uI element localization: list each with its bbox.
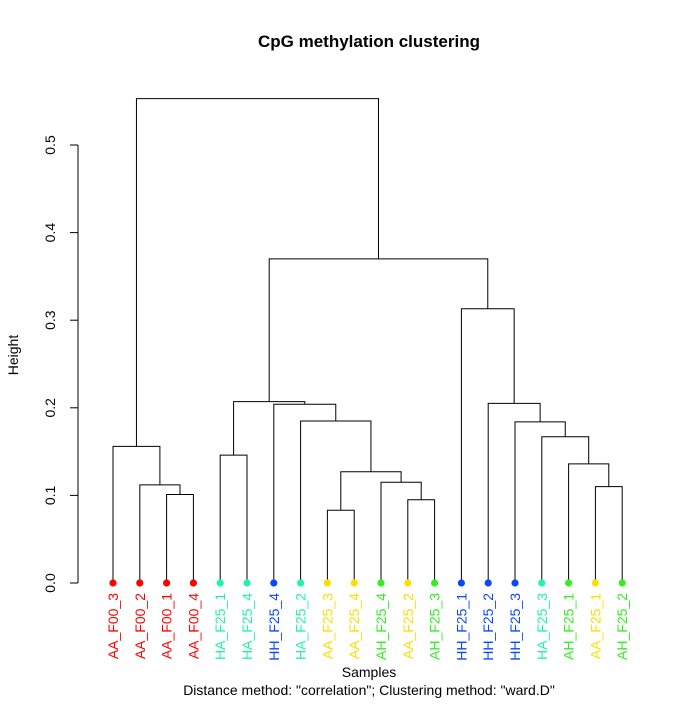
leaf-label: HA_F25_4: [239, 593, 255, 660]
leaf-point: [618, 579, 626, 587]
merge-link: [340, 471, 402, 511]
leaf-point: [323, 579, 331, 587]
leaf-point: [431, 579, 439, 587]
leaf-point: [136, 579, 144, 587]
merge-link: [219, 454, 248, 583]
leaf-point: [350, 579, 358, 587]
merge-link: [407, 499, 436, 583]
leaf-label: HA_F25_2: [293, 593, 309, 660]
leaf-point: [270, 579, 278, 587]
dendrogram-tree: [112, 98, 623, 583]
leaf-label: HH_F25_1: [453, 593, 469, 661]
x-axis-label: Samples: [342, 664, 396, 680]
leaf-markers: AA_F00_3 AA_F00_2 AA_F00_1 AA_F00_4 HA_F25_1…: [105, 579, 630, 661]
leaf-point: [457, 579, 465, 587]
leaf-label: AH_F25_3: [427, 593, 443, 660]
leaf-label: HA_F25_3: [534, 593, 550, 660]
leaf-label: AA_F00_1: [159, 593, 175, 659]
leaf-label: HH_F25_2: [480, 593, 496, 661]
leaf-label: HH_F25_3: [507, 593, 523, 661]
leaf-point: [404, 579, 412, 587]
leaf-point: [511, 579, 519, 587]
leaf-point: [484, 579, 492, 587]
leaf-point: [377, 579, 385, 587]
subtitle-label: Distance method: "correlation"; Clusteri…: [183, 682, 555, 698]
leaf-point: [216, 579, 224, 587]
leaf-label: AH_F25_1: [561, 593, 577, 660]
leaf-label: AA_F25_2: [400, 593, 416, 659]
leaf-label: AA_F25_4: [346, 593, 362, 659]
chart-title: CpG methylation clustering: [258, 32, 480, 51]
leaf-label: AA_F00_3: [105, 593, 121, 659]
leaf-label: AH_F25_2: [614, 593, 630, 660]
leaf-point: [297, 579, 305, 587]
merge-link: [326, 509, 355, 583]
leaf-point: [163, 579, 171, 587]
merge-link: [568, 463, 610, 583]
leaf-label: AA_F25_1: [587, 593, 603, 659]
merge-link: [487, 402, 541, 583]
y-axis-label: Height: [5, 335, 21, 376]
y-tick-label: 0.2: [42, 398, 58, 418]
merge-link: [112, 445, 161, 583]
y-tick-label: 0.4: [42, 223, 58, 243]
leaf-label: HA_F25_1: [212, 593, 228, 660]
merge-link: [135, 98, 379, 447]
y-axis: 0.0 0.1 0.2 0.3 0.4 0.5: [42, 135, 79, 593]
leaf-label: AA_F00_4: [185, 593, 201, 659]
merge-link: [541, 436, 590, 583]
leaf-label: AA_F00_2: [132, 593, 148, 659]
leaf-label: HH_F25_4: [266, 593, 282, 661]
merge-link: [514, 421, 566, 583]
leaf-point: [189, 579, 197, 587]
merge-link: [233, 401, 306, 456]
y-tick-label: 0.5: [42, 135, 58, 155]
y-tick-label: 0.1: [42, 485, 58, 505]
merge-link: [300, 420, 372, 583]
leaf-point: [243, 579, 251, 587]
merge-link: [273, 403, 337, 583]
leaf-point: [591, 579, 600, 587]
merge-link: [166, 494, 194, 583]
leaf-point: [565, 579, 573, 587]
leaf-label: AH_F25_4: [373, 593, 389, 660]
merge-link: [139, 484, 181, 583]
leaf-point: [109, 579, 117, 587]
merge-link: [380, 481, 422, 583]
merge-link: [268, 258, 489, 402]
y-tick-label: 0.0: [42, 573, 58, 593]
merge-link: [594, 486, 623, 583]
leaf-point: [538, 579, 546, 587]
y-tick-label: 0.3: [42, 310, 58, 330]
leaf-label: AA_F25_3: [319, 593, 335, 659]
